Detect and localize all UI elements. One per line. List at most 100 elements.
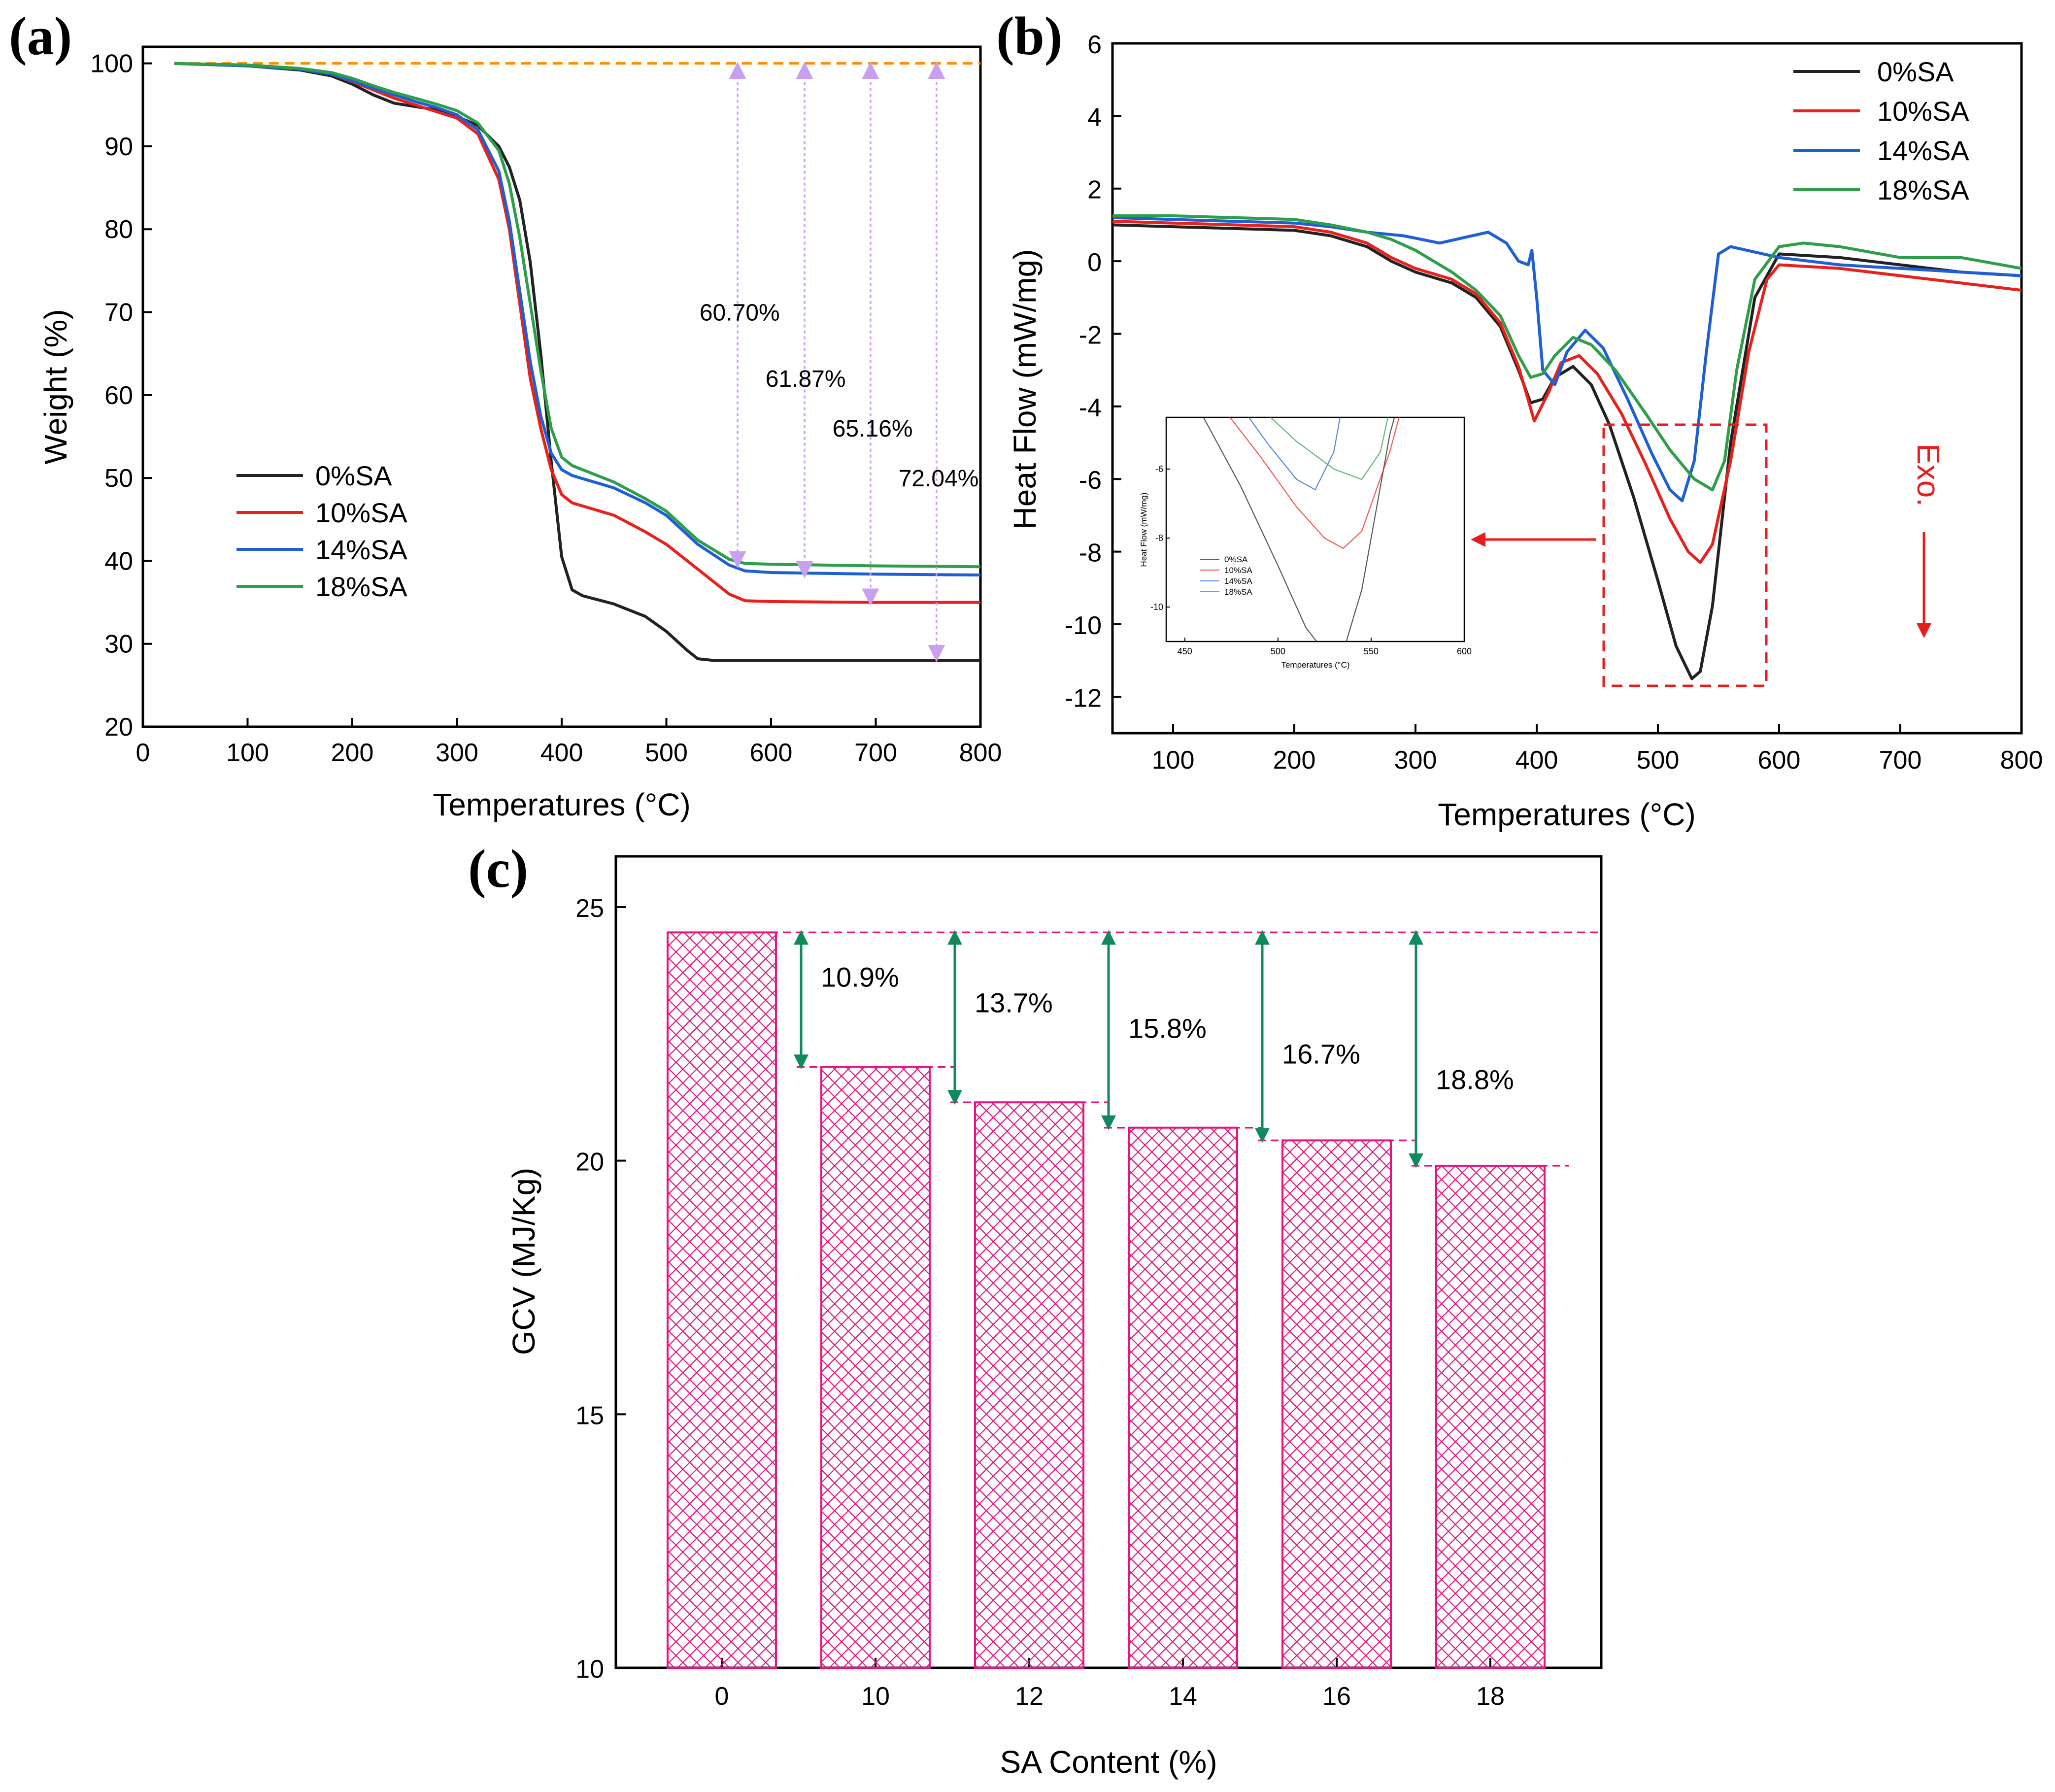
inset-y-axis-title: Heat Flow (mW/mg) [1139, 492, 1148, 567]
bar-0pct-sa [667, 931, 777, 1669]
legend-label-0pctsa: 0%SA [315, 460, 392, 491]
panel-c: (c) 10 15 20 25 0 10 12 14 16 18 10.9% 13.7% 15.8%… [468, 839, 1603, 1780]
panel-b-x-tick-label: 300 [1394, 746, 1437, 775]
panel-b-zoom-box [1602, 423, 1768, 687]
panel-a-loss-label: 65.16% [833, 416, 913, 442]
panel-c-x-tick-label: 12 [1015, 1682, 1044, 1711]
inset-ticks: 450 500 550 600 -6 -8 -10 [1150, 464, 1472, 656]
panel-c-x-axis-title: SA Content (%) [1000, 1744, 1217, 1780]
panel-c-y-tick-label: 20 [575, 1148, 604, 1177]
series-line-10pctsa [174, 62, 980, 604]
inset-x-axis-title: Temperatures (°C) [1281, 660, 1349, 670]
inset-y-tick-label: -10 [1150, 602, 1163, 612]
panel-b-x-tick-label: 100 [1152, 746, 1195, 775]
bar-16pct-sa [1281, 1139, 1392, 1669]
panel-a-x-axis-title: Temperatures (°C) [433, 787, 691, 822]
panel-b-x-tick-label: 600 [1758, 746, 1801, 775]
panel-a-loss-label: 72.04% [899, 466, 979, 492]
panel-c-x-tick-label: 10 [861, 1682, 890, 1711]
legend-label-18pctsa: 18%SA [1877, 174, 1969, 205]
panel-b-y-tick-label: -10 [1065, 611, 1102, 640]
panel-b-x-tick-label: 700 [1879, 746, 1922, 775]
panel-a-y-tick-label: 20 [104, 713, 133, 742]
panel-c-x-tick-label: 18 [1476, 1682, 1505, 1711]
panel-b-plot-frame [1111, 42, 2023, 735]
panel-a-y-tick-label: 30 [104, 630, 133, 659]
panel-c-x-tick-label: 0 [715, 1682, 729, 1711]
inset-series-line-0pctsa [1203, 417, 1395, 642]
inset-legend-label: 0%SA [1224, 555, 1248, 564]
panel-a-y-axis-title: Weight (%) [38, 309, 73, 464]
series-line-0pctsa [1112, 223, 2021, 680]
panel-a-x-tick-label: 100 [226, 739, 269, 767]
legend-label-10pctsa: 10%SA [315, 497, 407, 528]
series-line-18pctsa [1112, 214, 2021, 492]
panel-a-plot-frame [141, 45, 982, 728]
inset-y-tick-label: -8 [1155, 533, 1163, 543]
panel-a-x-ticks: 0 100 200 300 400 500 600 700 800 [136, 718, 1002, 767]
panel-a-x-tick-label: 800 [959, 739, 1002, 767]
inset-frame [1165, 416, 1465, 642]
panel-a-x-tick-label: 400 [540, 739, 583, 767]
inset-y-tick-label: -6 [1155, 464, 1163, 474]
panel-b-y-tick-label: -6 [1079, 466, 1102, 495]
panel-a-x-tick-label: 600 [750, 739, 793, 767]
inset-series [1203, 417, 1400, 642]
legend-label-14pctsa: 14%SA [315, 534, 407, 565]
panel-b-y-tick-label: -2 [1079, 321, 1102, 349]
panel-b-x-tick-label: 400 [1516, 746, 1558, 775]
inset-legend-label: 10%SA [1224, 566, 1252, 575]
series-line-14pctsa [1112, 216, 2021, 503]
panel-b-y-tick-label: 0 [1087, 248, 1102, 277]
series-line-0pctsa [174, 62, 980, 662]
panel-b-y-tick-label: -4 [1079, 394, 1102, 422]
panel-b-y-tick-label: 6 [1087, 31, 1102, 59]
panel-a-legend: 0%SA 10%SA 14%SA 18%SA [236, 460, 407, 602]
panel-a-loss-label: 60.70% [700, 300, 780, 326]
panel-c-x-ticks: 0 10 12 14 16 18 [715, 1658, 1505, 1711]
panel-c-reduction-label: 15.8% [1128, 1013, 1207, 1044]
legend-label-10pctsa: 10%SA [1877, 96, 1969, 127]
panel-a-y-ticks: 20 30 40 50 60 70 80 90 100 [90, 50, 152, 742]
panel-c-reduction-label: 13.7% [975, 987, 1053, 1018]
panel-c-y-ticks: 10 15 20 25 [575, 894, 626, 1684]
bar-14pct-sa [1128, 1126, 1238, 1669]
panel-a-series [174, 62, 980, 662]
panel-c-x-tick-label: 16 [1322, 1682, 1351, 1711]
panel-a-y-tick-label: 50 [104, 464, 133, 493]
panel-b-y-tick-label: -8 [1079, 539, 1102, 568]
panel-a-y-tick-label: 80 [104, 215, 133, 244]
panel-a-label: (a) [9, 6, 72, 66]
panel-a-x-tick-label: 0 [136, 739, 150, 767]
inset-legend-label: 14%SA [1224, 576, 1252, 586]
series-line-14pctsa [174, 62, 980, 576]
panel-b-x-axis-title: Temperatures (°C) [1438, 797, 1696, 832]
legend-label-0pctsa: 0%SA [1877, 56, 1954, 87]
inset-x-tick-label: 550 [1364, 646, 1379, 656]
inset-x-tick-label: 600 [1457, 646, 1472, 656]
panel-b-label: (b) [996, 6, 1062, 66]
panel-a-y-tick-label: 60 [104, 381, 133, 410]
panel-b-x-tick-label: 500 [1637, 746, 1680, 775]
series-line-10pctsa [1112, 220, 2021, 564]
panel-a-annotations: 60.70% 61.87% 65.16% 72.04% [700, 62, 979, 662]
series-line-18pctsa [174, 62, 980, 569]
inset-legend-label: 18%SA [1224, 587, 1252, 597]
panel-b-y-axis-title: Heat Flow (mW/mg) [1007, 249, 1043, 530]
panel-a-loss-label: 61.87% [766, 366, 846, 392]
panel-c-y-tick-label: 15 [575, 1401, 604, 1430]
panel-b-x-tick-label: 800 [2000, 746, 2043, 775]
panel-a-y-tick-label: 40 [104, 547, 133, 575]
panel-b-x-tick-label: 200 [1273, 746, 1316, 775]
panel-c-y-tick-label: 10 [575, 1655, 604, 1684]
panel-b-series [1112, 214, 2021, 680]
panel-b-y-tick-label: 4 [1087, 103, 1102, 132]
panel-b-legend: 0%SA 10%SA 14%SA 18%SA [1793, 56, 1969, 205]
inset-series-line-14pctsa [1248, 417, 1341, 491]
panel-c-y-tick-label: 25 [575, 894, 604, 923]
bar-12pct-sa [974, 1101, 1084, 1669]
panel-b-exo-label: Exo. [1911, 443, 1946, 507]
panel-a-x-tick-label: 500 [645, 739, 688, 767]
panel-c-y-axis-title: GCV (MJ/Kg) [506, 1168, 541, 1355]
panel-b-y-ticks: 6 4 2 0 -2 -4 -6 -8 -10 -12 [1065, 31, 1121, 712]
